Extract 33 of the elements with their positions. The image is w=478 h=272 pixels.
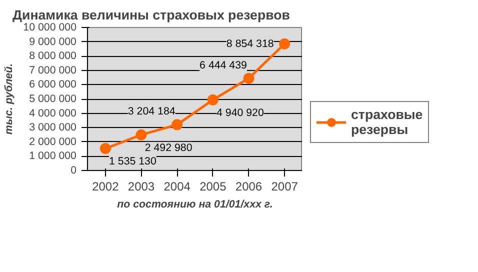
point xyxy=(207,94,218,106)
data-label: 1 535 130 xyxy=(109,156,156,168)
y-axis-title: тыс. рублей. xyxy=(3,63,16,135)
y-tick-label: 6 000 000 xyxy=(29,78,77,91)
x-tick-label: 2002 xyxy=(92,180,120,194)
y-tick-label: 2 000 000 xyxy=(29,136,77,148)
point xyxy=(136,129,147,140)
point xyxy=(243,72,254,84)
y-tick-label: 10 000 000 xyxy=(23,22,77,34)
y-tick-label: 4 000 000 xyxy=(29,107,77,120)
x-tick-label: 2003 xyxy=(128,180,155,194)
legend-label: страховые резервы xyxy=(351,107,423,137)
x-tick-label: 2004 xyxy=(164,180,191,194)
point xyxy=(279,38,290,50)
x-axis-title: по состоянию на 01/01/xxx г. xyxy=(117,198,273,210)
x-tick-label: 2005 xyxy=(200,180,227,194)
x-tick-label: 2006 xyxy=(235,180,262,194)
y-tick-label: 0 xyxy=(70,164,77,176)
y-tick-label: 7 000 000 xyxy=(29,64,77,76)
point xyxy=(100,143,111,154)
data-label: 3 204 184 xyxy=(128,106,176,118)
y-tick-label: 8 000 000 xyxy=(29,50,77,62)
data-label: 6 444 439 xyxy=(200,59,248,72)
y-tick-label: 9 000 000 xyxy=(29,36,77,48)
y-tick-label: 1 000 000 xyxy=(29,150,77,162)
x-tick-label: 2007 xyxy=(271,180,298,194)
y-tick-label: 3 000 000 xyxy=(29,122,77,134)
data-label: 8 854 318 xyxy=(226,38,274,50)
chart-title: Динамика величины страховых резервов xyxy=(12,8,290,22)
data-label: 4 940 920 xyxy=(216,106,264,119)
y-tick-label: 5 000 000 xyxy=(29,93,77,105)
point xyxy=(172,119,183,130)
data-label: 2 492 980 xyxy=(144,142,192,154)
